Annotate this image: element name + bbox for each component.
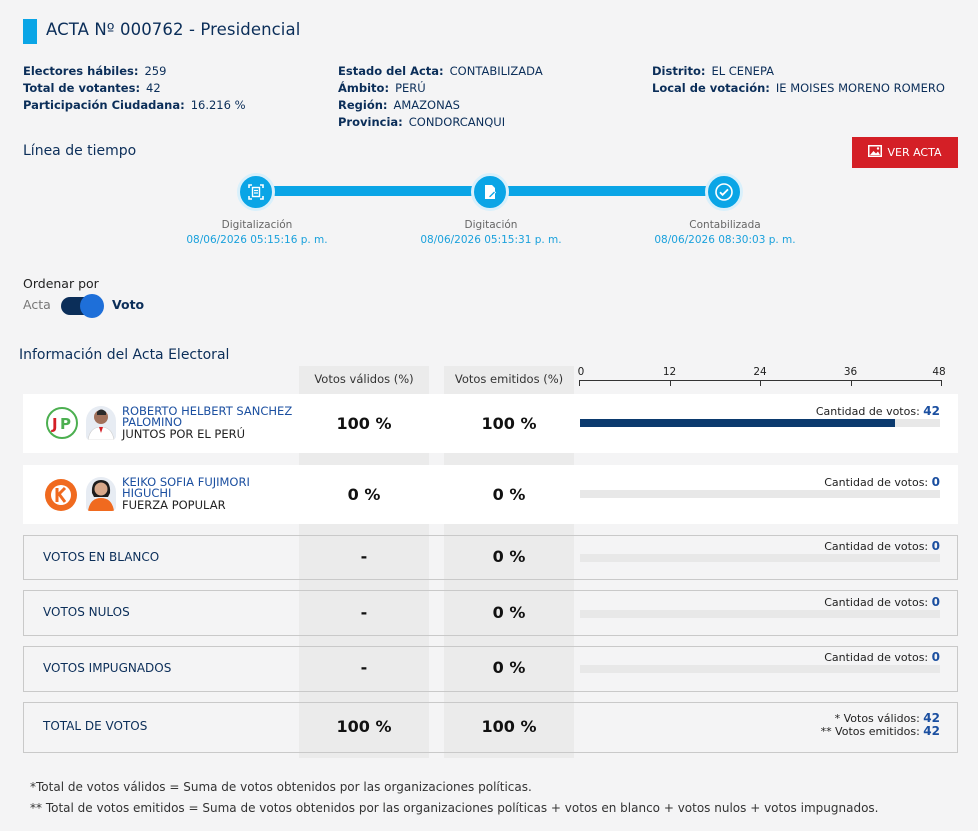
row-label: VOTOS EN BLANCO — [43, 550, 160, 564]
info-row: Electores hábiles: 259 — [23, 64, 167, 78]
info-row: Provincia: CONDORCANQUI — [338, 115, 506, 129]
document-edit-icon — [471, 173, 509, 211]
total-validos-pct: 100 % — [336, 717, 392, 736]
total-votos-row: TOTAL DE VOTOS — [23, 702, 958, 753]
cantidad-votos: Cantidad de votos: 0 — [824, 595, 940, 609]
votes-bar-track — [580, 490, 940, 498]
page-title: ACTA Nº 000762 - Presidencial — [46, 20, 301, 39]
info-column-2: Estado del Acta: CONTABILIZADA Ámbito: PER… — [338, 63, 543, 131]
svg-text:J: J — [51, 415, 58, 433]
image-icon — [868, 145, 883, 160]
axis-tick-label: 0 — [577, 366, 585, 378]
footnote-emitidos: ** Total de votos emitidos = Suma de vot… — [30, 801, 879, 815]
votos-emitidos-pct: 0 % — [492, 485, 526, 504]
info-row: Total de votantes: 42 — [23, 81, 161, 95]
timeline-step-date: 08/06/2026 05:15:31 p. m. — [420, 234, 562, 246]
timeline-step-label: Digitalización — [221, 219, 293, 231]
candidate-name: ROBERTO HELBERT SANCHEZ PALOMINO — [122, 404, 293, 429]
row-label: VOTOS NULOS — [43, 605, 130, 619]
cantidad-votos: Cantidad de votos: 42 — [815, 404, 940, 418]
votos-validos-pct: - — [360, 658, 368, 677]
ver-acta-button[interactable]: VER ACTA — [852, 137, 958, 168]
votos-emitidos-pct: 0 % — [492, 547, 526, 566]
table-heading: Información del Acta Electoral — [19, 347, 230, 363]
axis-tick — [760, 380, 761, 386]
votos-en-blanco-row: VOTOS EN BLANCO — [23, 535, 958, 580]
sort-option-voto[interactable]: Voto — [112, 297, 145, 312]
axis-tick — [850, 380, 852, 386]
candidate-party: JUNTOS POR EL PERÚ — [122, 427, 246, 441]
votos-emitidos-pct: 0 % — [492, 658, 526, 677]
row-label: TOTAL DE VOTOS — [43, 719, 148, 733]
votos-validos-pct: 0 % — [347, 485, 381, 504]
info-column-1: Electores hábiles: 259 Total de votantes:… — [23, 63, 246, 114]
check-circle-icon — [705, 173, 743, 211]
votos-validos-pct: 100 % — [336, 414, 392, 433]
info-row: Participación Ciudadana: 16.216 % — [23, 98, 246, 112]
timeline-step-label: Contabilizada — [689, 219, 761, 231]
axis-tick — [669, 380, 671, 386]
toggle-knob — [80, 294, 104, 318]
info-column-3: Distrito: EL CENEPA Local de votación: IE … — [652, 63, 945, 97]
sort-option-acta[interactable]: Acta — [23, 297, 51, 312]
axis-tick — [579, 380, 580, 386]
sort-label: Ordenar por — [23, 276, 99, 291]
votos-impugnados-row: VOTOS IMPUGNADOS — [23, 646, 958, 692]
svg-text:P: P — [60, 415, 71, 433]
votos-emitidos-pct: 100 % — [481, 414, 537, 433]
sort-toggle[interactable] — [61, 294, 104, 318]
col-header-emitidos: Votos emitidos (%) — [454, 372, 564, 386]
votos-validos-pct: - — [360, 547, 368, 566]
row-label: VOTOS IMPUGNADOS — [43, 661, 172, 675]
axis-tick-label: 12 — [662, 366, 677, 378]
axis-tick — [941, 380, 942, 386]
timeline-step-date: 08/06/2026 08:30:03 p. m. — [654, 234, 796, 246]
info-row: Estado del Acta: CONTABILIZADA — [338, 64, 543, 78]
votes-bar-fill — [580, 419, 895, 427]
fp-party-logo-icon — [45, 479, 77, 511]
info-row: Región: AMAZONAS — [338, 98, 460, 112]
document-scan-icon — [237, 173, 275, 211]
votes-bar-track — [580, 554, 940, 562]
cantidad-votos: Cantidad de votos: 0 — [824, 475, 940, 489]
votos-emitidos-pct: 0 % — [492, 603, 526, 622]
votos-validos-pct: - — [360, 603, 368, 622]
candidate-photo — [86, 477, 116, 511]
footnote-validos: *Total de votos válidos = Suma de votos … — [30, 780, 532, 794]
candidate-party: FUERZA POPULAR — [122, 498, 226, 512]
axis-tick-label: 24 — [753, 366, 767, 378]
info-row: Ámbito: PERÚ — [338, 81, 426, 95]
total-validos-count: * Votos válidos: 42 — [834, 711, 940, 725]
votes-bar-track — [580, 665, 940, 673]
col-header-validos: Votos válidos (%) — [314, 372, 414, 386]
info-row: Local de votación: IE MOISES MORENO ROMER… — [652, 81, 945, 95]
info-row: Distrito: EL CENEPA — [652, 64, 775, 78]
cantidad-votos: Cantidad de votos: 0 — [824, 650, 940, 664]
cantidad-votos: Cantidad de votos: 0 — [824, 539, 940, 553]
candidate-photo — [86, 406, 116, 440]
votes-bar-track — [580, 610, 940, 618]
votos-nulos-row: VOTOS NULOS — [23, 590, 958, 636]
total-emitidos-pct: 100 % — [481, 717, 537, 736]
timeline-step-date: 08/06/2026 05:15:16 p. m. — [186, 234, 328, 246]
ver-acta-label: VER ACTA — [887, 146, 942, 159]
axis-tick-label: 48 — [932, 366, 946, 378]
timeline-step-label: Digitación — [464, 219, 518, 231]
timeline-heading: Línea de tiempo — [23, 143, 137, 159]
title-accent-bar — [23, 19, 37, 44]
axis-tick-label: 36 — [843, 366, 858, 378]
total-emitidos-count: ** Votos emitidos: 42 — [820, 724, 940, 738]
candidate-name: KEIKO SOFIA FUJIMORI HIGUCHI — [122, 475, 250, 500]
